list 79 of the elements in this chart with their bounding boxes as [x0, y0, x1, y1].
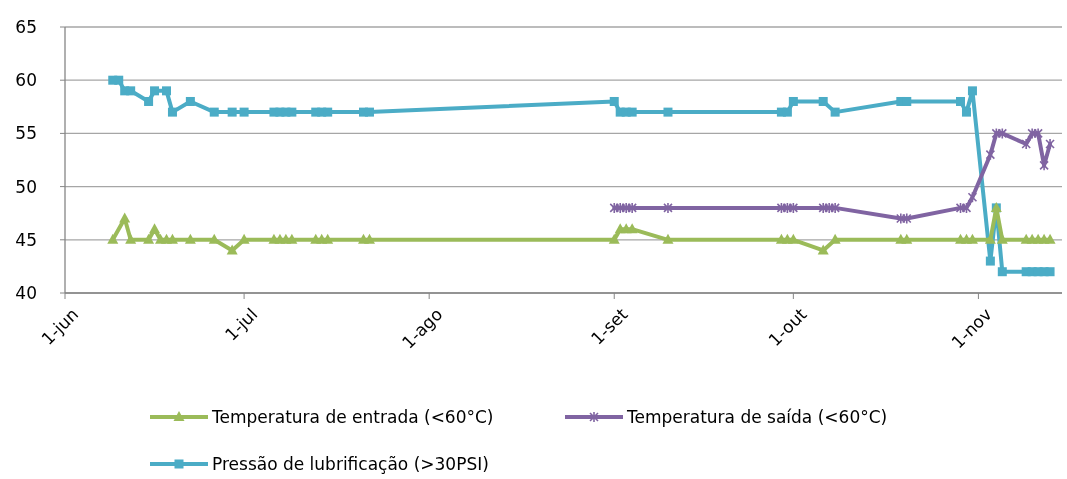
point	[818, 202, 828, 214]
point	[144, 96, 154, 106]
point	[663, 107, 673, 117]
point	[997, 267, 1007, 277]
point	[609, 202, 620, 214]
point	[1039, 159, 1049, 172]
point	[126, 86, 136, 96]
point	[167, 107, 177, 117]
point	[114, 75, 124, 85]
point	[896, 212, 906, 225]
point	[663, 202, 673, 214]
point	[161, 86, 171, 96]
point	[782, 202, 793, 214]
point	[788, 202, 799, 214]
point	[787, 233, 799, 244]
point	[125, 233, 137, 244]
point	[829, 233, 841, 244]
y-tick-label: 60	[15, 70, 37, 91]
y-tick-label: 45	[15, 229, 37, 250]
point	[150, 86, 160, 96]
point	[185, 96, 195, 106]
point	[323, 107, 333, 117]
point	[1045, 267, 1055, 277]
point	[621, 202, 631, 214]
point	[956, 96, 966, 106]
point	[239, 107, 249, 117]
point	[627, 202, 637, 214]
legend-label: Temperatura de entrada (<60°C)	[211, 406, 494, 427]
point	[227, 107, 237, 117]
point	[363, 233, 375, 244]
point	[615, 202, 626, 214]
point	[830, 202, 840, 214]
point	[901, 212, 912, 225]
point	[364, 107, 374, 117]
point	[662, 233, 674, 244]
y-tick-label: 65	[15, 16, 37, 37]
y-tick-label: 55	[15, 123, 37, 144]
point	[1044, 233, 1056, 244]
point	[166, 233, 178, 244]
point	[966, 233, 978, 244]
point	[119, 212, 131, 223]
point	[609, 96, 619, 106]
point	[991, 127, 1002, 140]
point	[961, 107, 971, 117]
point	[901, 233, 913, 244]
point	[608, 233, 620, 244]
point	[627, 107, 637, 117]
legend-label: Temperatura de saída (<60°C)	[626, 406, 888, 427]
point	[209, 107, 219, 117]
point	[1021, 138, 1031, 150]
point	[955, 202, 966, 214]
legend-label: Pressão de lubrificação (>30PSI)	[212, 453, 489, 474]
point	[776, 202, 787, 214]
point	[626, 223, 638, 234]
point	[184, 233, 196, 244]
point	[107, 233, 119, 244]
point	[1027, 127, 1037, 140]
point	[830, 107, 840, 117]
point	[286, 233, 298, 244]
point	[226, 244, 238, 255]
point	[967, 86, 977, 96]
point	[322, 233, 334, 244]
point	[985, 148, 996, 161]
point	[149, 223, 161, 234]
point	[238, 233, 250, 244]
point	[818, 96, 828, 106]
point	[997, 127, 1008, 140]
point	[788, 96, 798, 106]
point	[287, 107, 297, 117]
point	[967, 191, 978, 204]
point	[143, 233, 155, 244]
point	[824, 202, 834, 214]
point	[961, 202, 972, 214]
point	[782, 107, 792, 117]
point	[1045, 138, 1055, 150]
y-tick-label: 40	[15, 282, 37, 303]
y-tick-label: 50	[15, 176, 37, 197]
point	[817, 244, 829, 255]
point	[985, 256, 995, 266]
